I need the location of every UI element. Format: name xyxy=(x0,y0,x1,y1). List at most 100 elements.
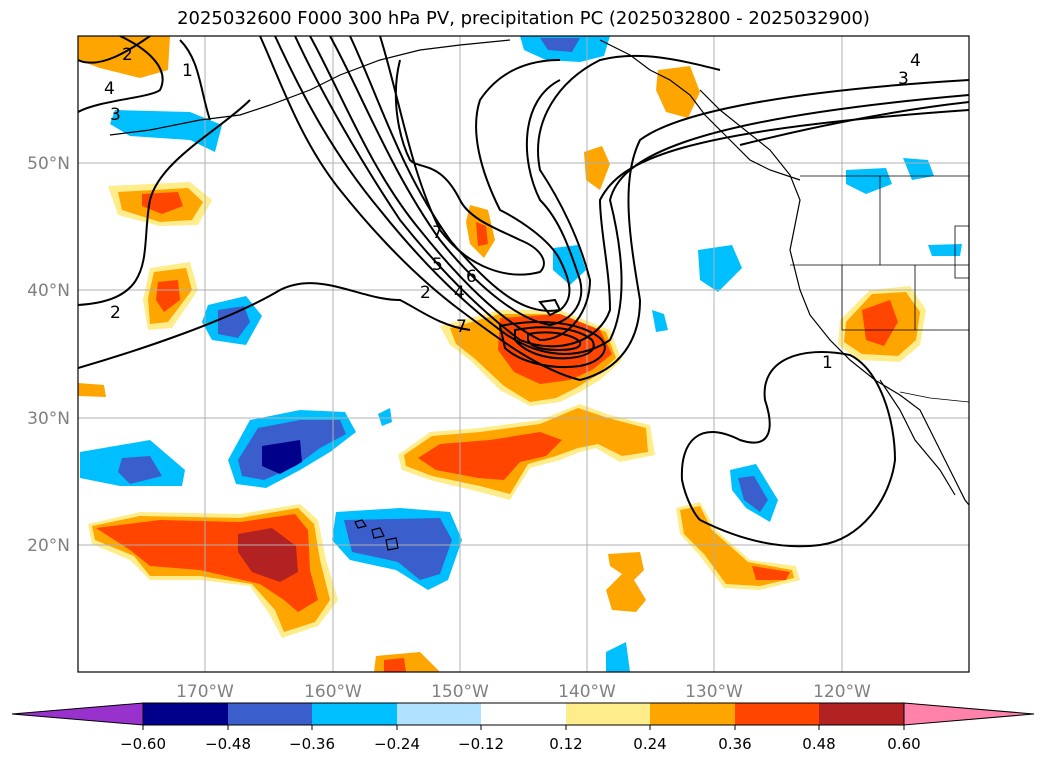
pv-contour xyxy=(349,36,571,312)
pv-contour xyxy=(379,36,545,276)
colorbar-bin xyxy=(481,703,566,725)
precip-negative-region xyxy=(378,408,392,426)
precip-positive-region xyxy=(680,506,794,586)
us-mexico-border xyxy=(899,391,969,403)
us-state-borders xyxy=(790,176,969,331)
precip-positive-region xyxy=(384,658,406,672)
precip-positive-region xyxy=(78,36,170,78)
pv-contour xyxy=(78,36,151,64)
colorbar-tick-label: 0.24 xyxy=(633,735,666,753)
map-area: 2 4 3 1 2 7 5 6 2 4 7 4 3 1 xyxy=(78,36,969,672)
pv-contour-labels: 2 4 3 1 2 7 5 6 2 4 7 4 3 1 xyxy=(104,45,921,373)
pv-contour xyxy=(179,39,211,121)
pv-contour-label: 7 xyxy=(432,223,443,243)
pv-contour-label: 1 xyxy=(822,353,833,373)
precip-positive-region xyxy=(476,222,488,246)
lon-label-140w: 140°W xyxy=(558,682,616,702)
pv-contour xyxy=(78,282,471,369)
colorbar: −0.60 −0.48 −0.36 −0.24 −0.12 0.12 0.24 … xyxy=(11,702,1035,753)
pv-contour xyxy=(259,36,969,382)
lat-label-50n: 50°N xyxy=(27,154,70,174)
bc-coast xyxy=(599,39,801,181)
colorbar-frame xyxy=(142,702,905,726)
north-america-coast xyxy=(699,89,969,506)
baja-california-coast xyxy=(879,379,956,496)
precip-positive-region xyxy=(418,432,562,480)
colorbar-tick-labels: −0.60 −0.48 −0.36 −0.24 −0.12 0.12 0.24 … xyxy=(120,735,921,753)
precip-negative-region xyxy=(738,476,768,512)
precip-shading xyxy=(78,36,962,672)
precip-negative-region xyxy=(262,440,302,474)
colorbar-tick-label: −0.24 xyxy=(374,735,420,753)
pv-contour xyxy=(309,36,721,342)
precip-positive-region xyxy=(752,566,790,580)
pv-contour-label: 2 xyxy=(110,303,121,323)
precip-positive-region xyxy=(584,146,610,190)
precip-negative-region xyxy=(606,642,630,672)
pv-contour-label: 7 xyxy=(456,317,467,337)
colorbar-tick-label: −0.60 xyxy=(120,735,166,753)
colorbar-extend-high xyxy=(903,702,1035,726)
colorbar-extend-low xyxy=(11,702,144,726)
precip-negative-region xyxy=(928,244,962,256)
pv-contour-label: 4 xyxy=(104,79,115,99)
precip-positive-region xyxy=(862,300,898,346)
colorbar-tick-label: 0.60 xyxy=(887,735,920,753)
pv-contour-label: 3 xyxy=(110,105,121,125)
alaska-coast xyxy=(109,39,511,136)
latitude-labels: 50°N 40°N 30°N 20°N xyxy=(27,154,70,556)
lon-label-130w: 130°W xyxy=(685,682,743,702)
pv-contour xyxy=(514,326,595,360)
precip-positive-region xyxy=(156,280,180,312)
lon-label-170w: 170°W xyxy=(176,682,234,702)
coastlines xyxy=(109,39,969,551)
pv-contour-label: 4 xyxy=(910,51,921,71)
pv-contour-label: 4 xyxy=(454,283,465,303)
precip-positive-region xyxy=(142,192,183,214)
hawaii-islands xyxy=(354,519,399,551)
precip-negative-region xyxy=(846,168,892,194)
pv-contour xyxy=(78,36,164,113)
precip-positive-region xyxy=(78,383,106,397)
colorbar-bin xyxy=(650,703,735,725)
colorbar-tick-label: 0.36 xyxy=(718,735,751,753)
pv-contour-label: 1 xyxy=(182,61,193,81)
precip-negative-region xyxy=(652,310,668,332)
precip-negative-region xyxy=(698,245,742,292)
pv-contour xyxy=(538,298,562,317)
lon-label-120w: 120°W xyxy=(813,682,871,702)
colorbar-tick-marks xyxy=(142,725,905,730)
colorbar-tick-label: −0.48 xyxy=(205,735,251,753)
pv-contour xyxy=(274,36,969,355)
pv-contour xyxy=(527,331,582,352)
political-borders xyxy=(790,175,969,403)
precip-negative-region xyxy=(118,456,162,484)
precip-negative-region xyxy=(218,306,250,338)
colorbar-tick-label: 0.12 xyxy=(549,735,582,753)
pv-contour-label: 3 xyxy=(898,69,909,89)
pv-contour xyxy=(739,101,969,146)
pv-contour-label: 2 xyxy=(122,45,133,65)
precip-negative-region xyxy=(344,518,452,580)
longitude-labels: 170°W 160°W 150°W 140°W 130°W 120°W xyxy=(176,682,871,702)
pv-contour-label: 5 xyxy=(432,255,443,275)
pv-contour xyxy=(680,351,897,548)
map-frame xyxy=(77,35,970,673)
pv-contour xyxy=(498,321,606,369)
precip-negative-region xyxy=(110,110,222,152)
pv-contour xyxy=(78,99,251,306)
colorbar-bin xyxy=(228,703,312,725)
precip-negative-region xyxy=(540,38,580,52)
colorbar-bin xyxy=(819,703,904,725)
colorbar-tick-label: −0.36 xyxy=(289,735,335,753)
colorbar-tick-label: −0.12 xyxy=(458,735,504,753)
colorbar-bin xyxy=(143,703,228,725)
colorbar-bin xyxy=(312,703,397,725)
lat-label-20n: 20°N xyxy=(27,536,70,556)
pv-contours xyxy=(78,36,969,548)
precip-positive-region xyxy=(606,552,646,612)
chart-title: 2025032600 F000 300 hPa PV, precipitatio… xyxy=(177,8,870,29)
lon-label-160w: 160°W xyxy=(304,682,362,702)
